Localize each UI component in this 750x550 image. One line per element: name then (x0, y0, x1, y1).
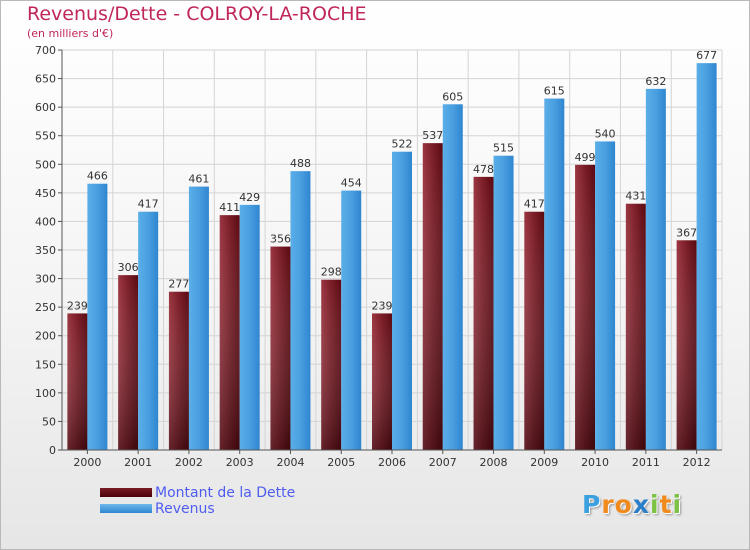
y-tick-label: 300 (35, 273, 56, 286)
y-tick-label: 100 (35, 387, 56, 400)
data-label-debt-2006: 239 (372, 299, 393, 312)
data-label-debt-2007: 537 (422, 129, 443, 142)
data-label-revenue-2001: 417 (138, 198, 159, 211)
x-tick-label-2011: 2011 (632, 456, 660, 469)
bar-debt-shade-2010 (575, 164, 596, 450)
bar-revenue-2011 (645, 88, 666, 450)
data-label-revenue-2007: 605 (442, 90, 463, 103)
x-tick-label-2007: 2007 (429, 456, 457, 469)
data-label-debt-2009: 417 (524, 198, 545, 211)
bar-revenue-2010 (595, 141, 616, 450)
bar-revenue-2005 (341, 190, 362, 451)
x-tick-label-2006: 2006 (378, 456, 406, 469)
x-tick-label-2005: 2005 (327, 456, 355, 469)
data-label-debt-2011: 431 (625, 190, 646, 203)
legend-label-debt: Montant de la Dette (155, 485, 296, 501)
logo-letter: i (672, 490, 683, 519)
bar-debt-shade-2009 (524, 211, 545, 450)
bar-revenue-2008 (493, 155, 514, 450)
bar-revenue-2004 (290, 171, 311, 450)
bar-debt-shade-2006 (372, 313, 392, 450)
y-tick-label: 0 (49, 444, 56, 457)
y-tick-label: 650 (35, 73, 56, 86)
legend-swatch-revenue (100, 504, 152, 513)
bar-revenue-2003 (239, 204, 260, 450)
bar-debt-shade-2007 (422, 143, 443, 450)
x-tick-label-2003: 2003 (226, 456, 254, 469)
bar-revenue-2009 (544, 98, 565, 451)
y-tick-label: 600 (35, 101, 56, 114)
bar-debt-shade-2011 (625, 203, 646, 450)
bar-debt-shade-2005 (321, 279, 342, 450)
data-label-debt-2000: 239 (67, 299, 88, 312)
bar-revenue-2000 (87, 183, 108, 450)
x-tick-label-2009: 2009 (530, 456, 558, 469)
bar-revenue-2006 (392, 151, 412, 450)
y-tick-label: 700 (35, 44, 56, 57)
bar-debt-shade-2003 (219, 215, 240, 450)
y-tick-label: 200 (35, 330, 56, 343)
bars-layer (67, 63, 717, 451)
data-label-revenue-2000: 466 (87, 170, 108, 183)
logo-letter: r (601, 490, 615, 519)
bar-debt-shade-2008 (473, 176, 494, 450)
data-label-debt-2012: 367 (676, 226, 697, 239)
logo-letter: t (659, 490, 673, 519)
bar-debt-shade-2012 (676, 240, 697, 450)
data-label-revenue-2005: 454 (341, 177, 362, 190)
bar-debt-shade-2001 (118, 275, 139, 450)
logo-letter: i (650, 490, 660, 519)
bar-revenue-2002 (188, 186, 209, 451)
chart-title: Revenus/Dette - COLROY-LA-ROCHE (27, 3, 367, 25)
x-tick-label-2002: 2002 (175, 456, 203, 469)
data-label-revenue-2002: 461 (188, 173, 209, 186)
logo-letter: x (632, 490, 650, 519)
data-label-debt-2005: 298 (321, 266, 342, 279)
data-label-revenue-2009: 615 (544, 85, 565, 98)
bar-revenue-2007 (442, 104, 463, 451)
data-label-revenue-2011: 632 (645, 75, 666, 88)
x-tick-label-2008: 2008 (480, 456, 508, 469)
data-label-debt-2010: 499 (575, 151, 596, 164)
y-tick-label: 250 (35, 301, 56, 314)
logo-letter: o (614, 490, 633, 519)
x-tick-label-2010: 2010 (581, 456, 609, 469)
data-label-debt-2008: 478 (473, 163, 494, 176)
x-tick-label-2000: 2000 (73, 456, 101, 469)
data-label-revenue-2006: 522 (392, 138, 413, 151)
bar-revenue-2012 (696, 63, 717, 451)
data-label-revenue-2012: 677 (696, 49, 717, 62)
y-tick-label: 500 (35, 158, 56, 171)
x-tick-label-2012: 2012 (683, 456, 711, 469)
bar-revenue-2001 (138, 211, 159, 450)
data-label-debt-2001: 306 (118, 261, 139, 274)
legend-label-revenue: Revenus (155, 501, 215, 517)
data-label-revenue-2010: 540 (595, 127, 616, 140)
data-label-revenue-2003: 429 (239, 191, 260, 204)
proxiti-logo: Proxiti (582, 490, 682, 519)
bar-debt-shade-2002 (168, 291, 189, 450)
logo-letter: P (582, 490, 602, 519)
y-tick-label: 400 (35, 215, 56, 228)
bar-debt-shade-2000 (67, 313, 88, 450)
data-label-debt-2004: 356 (270, 233, 291, 246)
data-label-debt-2002: 277 (168, 278, 189, 291)
data-label-revenue-2008: 515 (493, 142, 514, 155)
y-tick-label: 450 (35, 187, 56, 200)
chart-subtitle: (en milliers d'€) (27, 27, 114, 40)
data-label-revenue-2004: 488 (290, 157, 311, 170)
data-label-debt-2003: 411 (219, 201, 240, 214)
x-tick-label-2004: 2004 (276, 456, 304, 469)
y-tick-label: 550 (35, 130, 56, 143)
x-tick-label-2001: 2001 (124, 456, 152, 469)
y-tick-label: 350 (35, 244, 56, 257)
axis-layer: 0 50 100 150 200 250 300 350 400 450 500 550 600 650 7… (35, 44, 722, 469)
y-tick-label: 150 (35, 358, 56, 371)
y-tick-label: 50 (42, 415, 56, 428)
bar-debt-shade-2004 (270, 246, 291, 450)
legend-swatch-debt (100, 488, 152, 497)
